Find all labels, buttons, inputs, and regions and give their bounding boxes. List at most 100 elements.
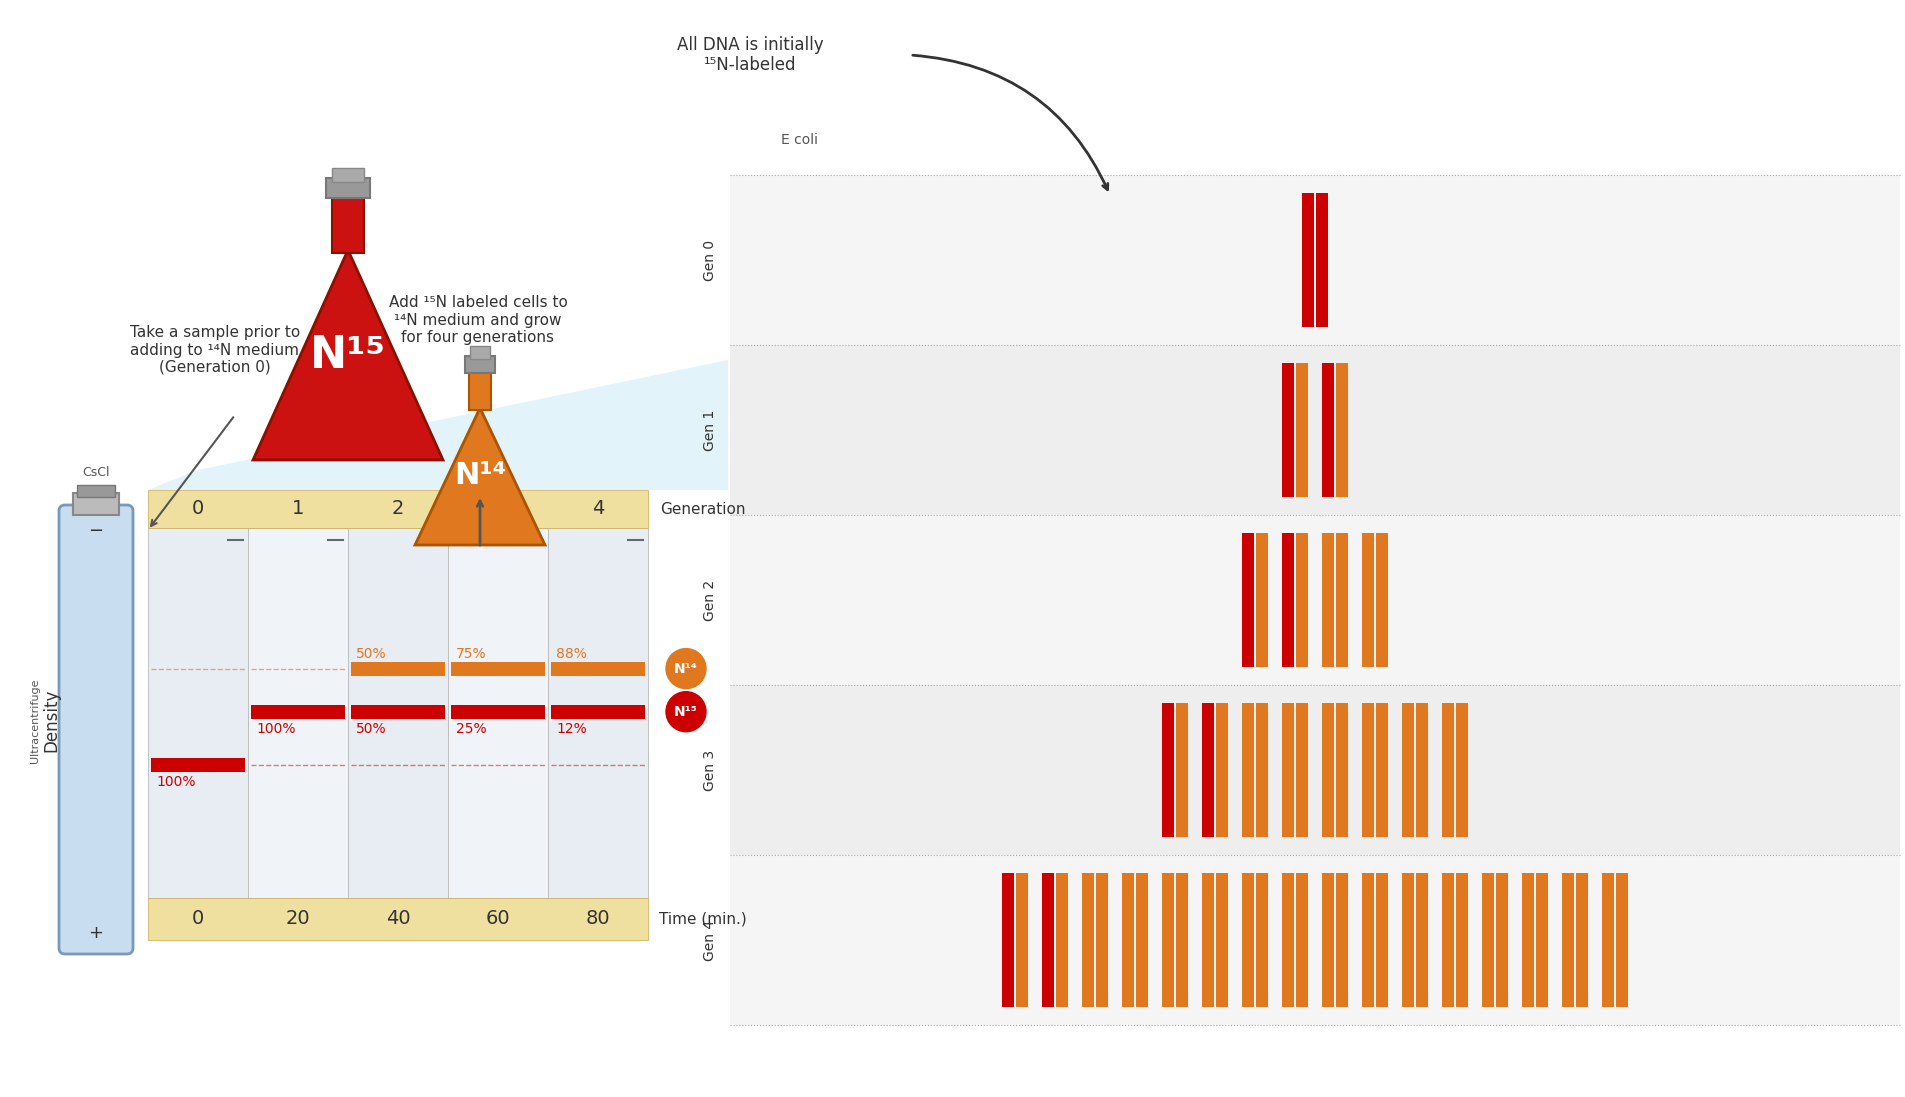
Bar [1322, 533, 1334, 667]
Bar [1282, 363, 1293, 497]
Bar [1042, 873, 1053, 1007]
Bar [1362, 533, 1374, 667]
Bar [1215, 873, 1227, 1007]
Text: 80: 80 [585, 909, 610, 928]
Bar [331, 168, 364, 182]
Bar [349, 528, 448, 898]
Bar [1242, 533, 1253, 667]
Text: 60: 60 [486, 909, 511, 928]
Text: 100%: 100% [255, 722, 295, 736]
Bar [1335, 363, 1347, 497]
Bar [1575, 873, 1587, 1007]
Bar [1202, 873, 1213, 1007]
Bar [1242, 873, 1253, 1007]
Text: 1: 1 [291, 499, 305, 519]
Bar [1562, 873, 1574, 1007]
Bar [1415, 873, 1427, 1007]
Bar [1215, 703, 1227, 837]
Text: E coli: E coli [781, 133, 817, 147]
Bar [1335, 703, 1347, 837]
Bar [1455, 703, 1467, 837]
Bar [1375, 533, 1387, 667]
Text: 40: 40 [385, 909, 410, 928]
Text: Gen 0: Gen 0 [703, 239, 716, 281]
Bar [469, 370, 491, 410]
Text: 88%: 88% [556, 646, 587, 660]
Bar [1455, 873, 1467, 1007]
Bar [1175, 873, 1187, 1007]
Text: N¹⁴: N¹⁴ [674, 661, 697, 676]
Bar [1282, 703, 1293, 837]
Bar [1442, 703, 1454, 837]
Circle shape [665, 692, 705, 732]
Bar [1335, 533, 1347, 667]
Text: 3: 3 [491, 499, 505, 519]
Text: 25%: 25% [455, 722, 486, 736]
Bar [326, 178, 370, 197]
Bar [1335, 873, 1347, 1007]
Bar [730, 344, 1899, 514]
Bar [471, 346, 490, 359]
Text: 0: 0 [192, 909, 204, 928]
Bar [1135, 873, 1147, 1007]
Bar [730, 685, 1899, 855]
Polygon shape [415, 408, 545, 545]
Bar [1295, 703, 1307, 837]
Bar [1602, 873, 1614, 1007]
Text: N¹⁵: N¹⁵ [311, 333, 387, 376]
Bar [1202, 703, 1213, 837]
Text: 75%: 75% [455, 646, 486, 660]
Bar [730, 514, 1899, 685]
Text: 0: 0 [192, 499, 204, 519]
Bar [76, 485, 114, 497]
Bar [1295, 533, 1307, 667]
Bar [1162, 873, 1173, 1007]
Text: 50%: 50% [356, 646, 387, 660]
Polygon shape [253, 250, 442, 460]
Text: Density: Density [42, 689, 59, 753]
Bar [1282, 873, 1293, 1007]
Text: 20: 20 [286, 909, 311, 928]
Polygon shape [149, 360, 728, 490]
Bar [1295, 363, 1307, 497]
Bar [1362, 703, 1374, 837]
Bar [150, 758, 246, 772]
Text: 100%: 100% [156, 774, 196, 789]
Bar [149, 898, 648, 940]
Bar [72, 493, 118, 514]
Bar [1482, 873, 1494, 1007]
Bar [1322, 873, 1334, 1007]
Bar [1015, 873, 1027, 1007]
Bar [1314, 193, 1328, 327]
Text: Gen 4: Gen 4 [703, 919, 716, 961]
Bar [448, 528, 549, 898]
Bar [1055, 873, 1067, 1007]
Text: Add ¹⁵N labeled cells to
¹⁴N medium and grow
for four generations: Add ¹⁵N labeled cells to ¹⁴N medium and … [389, 295, 568, 344]
Bar [1122, 873, 1133, 1007]
Text: Generation: Generation [659, 501, 745, 517]
Bar [1255, 873, 1267, 1007]
Bar [149, 490, 648, 528]
Bar [1535, 873, 1547, 1007]
Bar [1415, 703, 1427, 837]
Bar [1002, 873, 1013, 1007]
Bar [1375, 873, 1387, 1007]
Text: Time (min.): Time (min.) [659, 912, 747, 927]
Bar [1162, 703, 1173, 837]
FancyBboxPatch shape [59, 505, 133, 954]
Bar [1402, 703, 1414, 837]
Bar [1082, 873, 1093, 1007]
Bar [1095, 873, 1107, 1007]
Bar [1495, 873, 1507, 1007]
Bar [1322, 703, 1334, 837]
Text: −: − [88, 522, 103, 540]
Bar [551, 704, 644, 719]
Bar [331, 195, 364, 253]
Bar [1301, 193, 1313, 327]
Bar [1402, 873, 1414, 1007]
Bar [451, 661, 545, 676]
Bar [351, 661, 444, 676]
Text: N¹⁵: N¹⁵ [674, 704, 697, 719]
Bar [1375, 703, 1387, 837]
Text: Gen 3: Gen 3 [703, 749, 716, 791]
